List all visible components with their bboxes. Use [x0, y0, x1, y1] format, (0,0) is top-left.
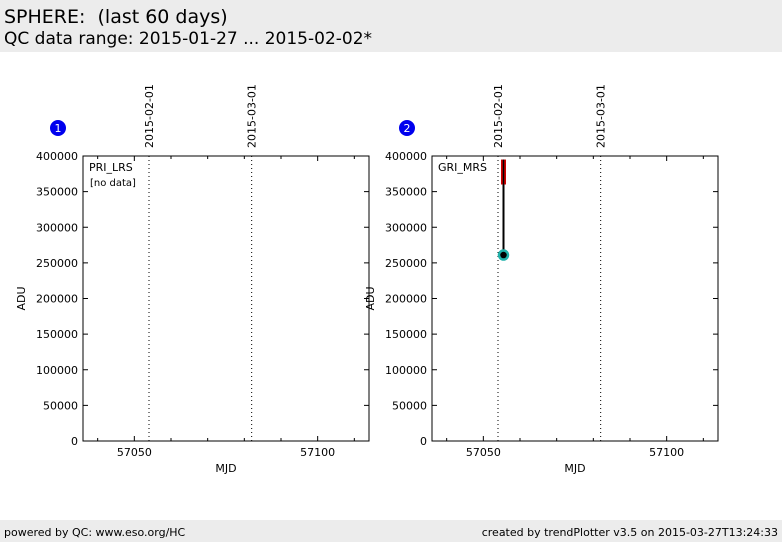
date-marker-label: 2015-02-01: [492, 84, 505, 148]
y-tick-label: 400000: [36, 150, 78, 163]
x-tick-label: 57100: [649, 446, 684, 459]
y-tick-label: 250000: [385, 257, 427, 270]
x-axis-label: MJD: [564, 462, 585, 475]
y-tick-label: 100000: [36, 364, 78, 377]
y-tick-label: 150000: [36, 328, 78, 341]
no-data-note: [no data]: [90, 178, 136, 189]
chart-panel-2: 0 50000 100000 150000 200000 250000 300000 3500…: [364, 84, 719, 475]
panel-label: GRI_MRS: [438, 161, 487, 174]
y-tick-label: 200000: [36, 293, 78, 306]
chart-panel-1: 0 50000 100000 150000 200000 250000 300000 3500…: [15, 84, 370, 475]
y-tick-label: 350000: [385, 186, 427, 199]
y-tick-label: 50000: [43, 399, 78, 412]
x-tick-label: 57100: [300, 446, 335, 459]
plot-frame: [82, 155, 370, 442]
y-tick-label: 350000: [36, 186, 78, 199]
date-marker-label: 2015-03-01: [595, 84, 608, 148]
footer-banner: powered by QC: www.eso.org/HC created by…: [0, 520, 782, 542]
y-tick-label: 250000: [36, 257, 78, 270]
date-marker-label: 2015-03-01: [246, 84, 259, 148]
panel-badge-number: 2: [404, 122, 411, 135]
panel-badge: [50, 120, 66, 136]
y-tick-label: 400000: [385, 150, 427, 163]
y-axis-label: ADU: [15, 286, 28, 310]
date-marker-label: 2015-02-01: [143, 84, 156, 148]
page-title: SPHERE: (last 60 days): [4, 6, 228, 28]
panel-label: PRI_LRS: [89, 161, 133, 174]
y-tick-label: 0: [71, 435, 78, 448]
header-banner: SPHERE: (last 60 days) QC data range: 20…: [0, 0, 782, 52]
y-tick-label: 100000: [385, 364, 427, 377]
panel-badge-number: 1: [55, 122, 62, 135]
y-tick-label: 0: [420, 435, 427, 448]
y-tick-label: 300000: [36, 221, 78, 234]
panel-badge: [399, 120, 415, 136]
page-subtitle: QC data range: 2015-01-27 ... 2015-02-02…: [4, 29, 373, 49]
footer-created-by: created by trendPlotter v3.5 on 2015-03-…: [481, 526, 778, 539]
x-tick-label: 57050: [466, 446, 501, 459]
x-axis-label: MJD: [215, 462, 236, 475]
footer-powered-by: powered by QC: www.eso.org/HC: [4, 526, 186, 539]
y-tick-label: 50000: [392, 399, 427, 412]
y-tick-label: 150000: [385, 328, 427, 341]
plot-frame: [431, 155, 719, 442]
data-point: [497, 249, 510, 261]
y-tick-label: 300000: [385, 221, 427, 234]
y-axis-label: ADU: [364, 286, 377, 310]
x-tick-label: 57050: [117, 446, 152, 459]
y-tick-label: 200000: [385, 293, 427, 306]
